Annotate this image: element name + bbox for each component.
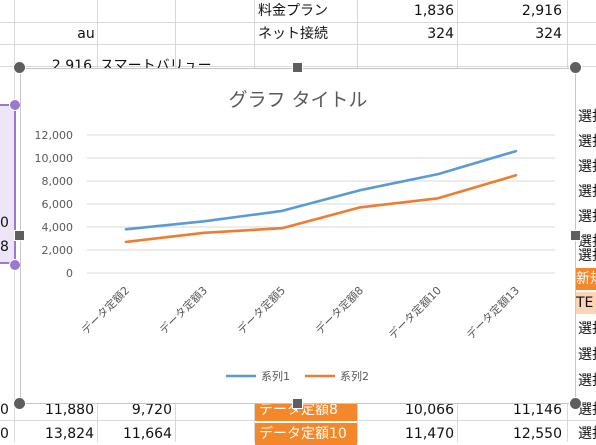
sheet-cell[interactable]: 324 [535,26,562,42]
sheet-cell[interactable]: 13,824 [45,426,94,442]
resize-handle-left[interactable] [14,230,25,241]
resize-handle-top-right[interactable] [569,61,582,74]
sheet-cell[interactable]: 11,664 [123,426,172,442]
sheet-cell[interactable]: 12,550 [513,426,562,442]
sheet-cell[interactable]: データ定額10 [255,423,357,445]
x-axis-ticks: データ定額2 データ定額3 データ定額5 データ定額8 データ定額10 データ定額13 [78,283,522,342]
sheet-cell[interactable]: 0 [0,426,9,442]
sheet-cell[interactable]: ネット接続 [258,26,328,42]
series-line-1 [124,149,518,231]
sheet-cell[interactable]: 11,146 [513,402,562,418]
sheet-cell[interactable]: 選択 [578,159,596,175]
sheet-gridline [0,44,596,45]
sheet-cell[interactable]: 2,916 [521,3,562,19]
resize-handle-bottom-left[interactable] [13,397,26,410]
chart-title[interactable]: グラフ タイトル [228,89,367,111]
sheet-cell[interactable]: TE [576,292,596,314]
sheet-cell[interactable]: au [77,26,95,42]
sheet-cell[interactable]: 0 [0,402,9,418]
x-tick-label: データ定額8 [312,283,366,337]
sheet-cell[interactable]: 11,880 [45,402,94,418]
sheet-cell[interactable]: 10,066 [405,402,454,418]
resize-handle-right[interactable] [570,230,581,241]
sheet-cell[interactable]: 11,470 [405,426,454,442]
legend-label: 系列2 [340,369,369,383]
y-tick-label: 8,000 [42,175,74,188]
x-tick-label: データ定額3 [156,283,210,337]
chart-series [124,149,518,244]
sheet-cell[interactable]: 選択 [578,373,596,389]
sheet-gridline [0,22,596,23]
x-tick-label: データ定額2 [78,283,132,337]
sheet-cell[interactable]: 選択 [578,402,596,418]
sheet-cell[interactable]: 選択 [578,109,596,125]
sheet-cell[interactable]: 選択 [578,347,596,363]
sheet-cell[interactable]: 0 [0,215,9,231]
sheet-cell[interactable]: 8 [0,239,9,255]
sheet-cell[interactable]: 9,720 [131,402,172,418]
resize-handle-bottom-right[interactable] [569,397,582,410]
chart-legend[interactable]: 系列1 系列2 [226,369,369,383]
y-tick-label: 2,000 [42,244,74,257]
y-tick-label: 12,000 [35,129,74,142]
sheet-cell[interactable]: 選択 [578,209,596,225]
legend-label: 系列1 [261,369,290,383]
sheet-cell[interactable]: 1,836 [413,3,454,19]
sheet-cell[interactable]: 選択 [578,234,596,250]
range-selection [0,104,16,264]
x-tick-label: データ定額5 [234,283,288,337]
sheet-cell[interactable]: 選択 [578,426,596,442]
sheet-cell[interactable]: 選択 [578,184,596,200]
y-axis-ticks: 12,000 10,000 8,000 6,000 4,000 2,000 0 [35,129,74,280]
resize-handle-top-left[interactable] [13,61,26,74]
x-tick-label: データ定額10 [385,283,444,342]
y-tick-label: 6,000 [42,198,74,211]
chart-canvas: グラフ タイトル 12,000 10,000 8,000 6,000 4,000 2,00… [35,89,555,383]
resize-handle-top[interactable] [292,62,303,73]
sheet-cell[interactable]: 選択 [578,134,596,150]
y-tick-label: 10,000 [35,152,74,165]
sheet-cell[interactable]: 料金プラン [258,3,328,19]
y-tick-label: 4,000 [42,221,74,234]
sheet-cell[interactable]: データ定額8 [255,399,357,421]
sheet-cell[interactable]: 324 [427,26,454,42]
chart-gridlines [87,134,555,274]
sheet-cell[interactable]: 選択 [578,321,596,337]
sheet-cell[interactable]: 選択 [578,248,596,264]
series-line-2 [124,174,518,244]
line-chart[interactable]: グラフ タイトル 12,000 10,000 8,000 6,000 4,000 2,00… [20,68,576,404]
resize-handle-bottom[interactable] [292,398,303,409]
sheet-cell[interactable]: 新規 [576,268,596,290]
y-tick-label: 0 [66,267,73,280]
x-tick-label: データ定額13 [463,283,522,342]
